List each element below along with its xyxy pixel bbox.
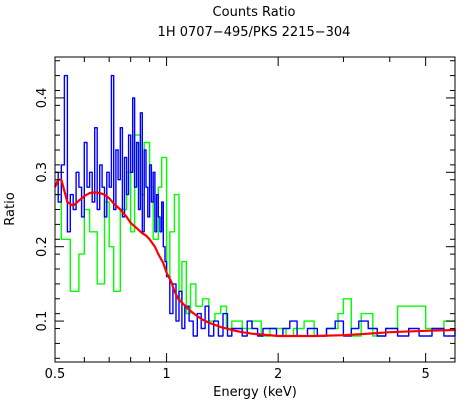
y-tick-label: 0.2 (35, 236, 50, 257)
y-axis-label: Ratio (3, 192, 18, 225)
tick-layer: 0.5 1 2 5 0.1 0.2 0.3 0.4 (35, 57, 455, 382)
x-tick-label: 1 (162, 367, 170, 382)
chart-subtitle: 1H 0707−495/PKS 2215−304 (158, 25, 351, 40)
series-line-1 (55, 134, 455, 337)
y-tick-label: 0.1 (35, 311, 50, 332)
x-tick-label: 0.5 (45, 367, 66, 382)
x-tick-label: 2 (274, 367, 282, 382)
y-tick-label: 0.4 (35, 88, 50, 109)
x-axis-label: Energy (keV) (213, 385, 297, 400)
y-tick-label: 0.3 (35, 162, 50, 183)
series-line-3 (53, 178, 456, 338)
chart-title: Counts Ratio (213, 5, 296, 20)
series-layer (53, 74, 456, 338)
x-tick-label: 5 (422, 367, 430, 382)
